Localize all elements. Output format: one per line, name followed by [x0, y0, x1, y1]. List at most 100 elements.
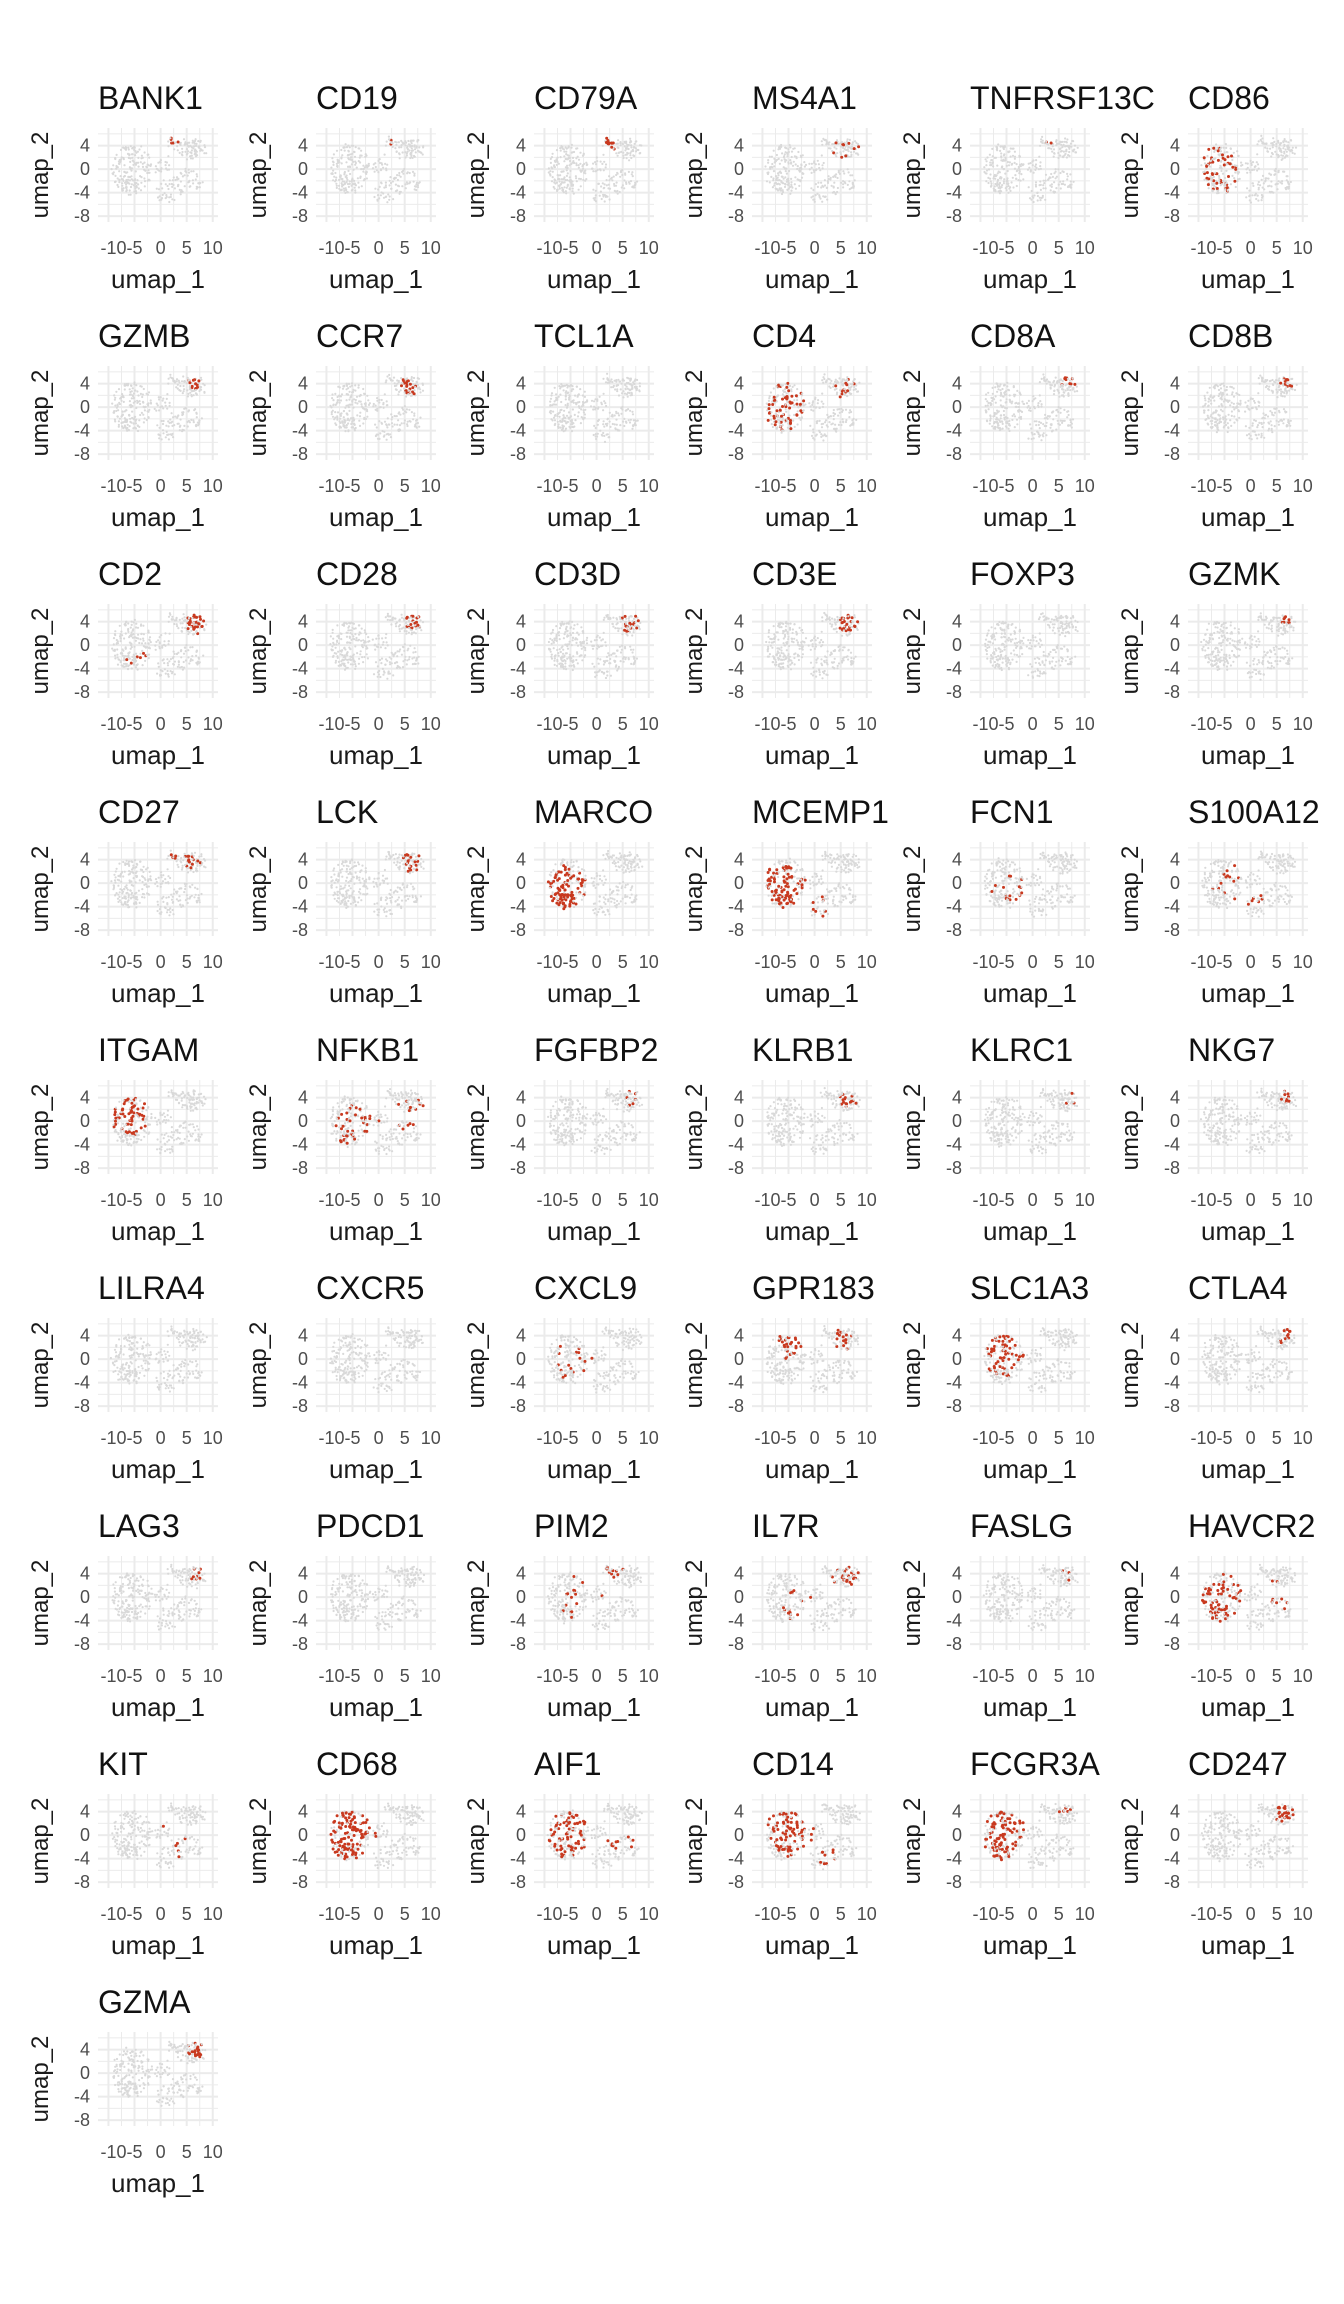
- cell-point: [994, 182, 997, 186]
- cell-point: [1066, 416, 1069, 419]
- cell-point: [563, 176, 566, 179]
- cell-point: [351, 391, 354, 394]
- cell-point: [1027, 186, 1030, 189]
- cell-point: [176, 185, 180, 188]
- cell-point: [141, 400, 145, 403]
- cell-point: [172, 416, 175, 419]
- cell-point: [1211, 182, 1214, 185]
- cell-point: [581, 400, 585, 404]
- cell-point: [552, 410, 555, 413]
- cell-point: [845, 383, 849, 387]
- cell-point: [782, 394, 785, 397]
- y-tick-label: -8: [946, 206, 962, 226]
- cell-point: [840, 407, 843, 410]
- cell-point: [999, 389, 1002, 392]
- cell-point: [1280, 154, 1283, 157]
- cell-point: [993, 414, 996, 418]
- cell-point: [1030, 427, 1033, 430]
- cell-point: [1039, 400, 1042, 403]
- cell-point: [345, 382, 348, 385]
- cell-point: [1257, 180, 1260, 184]
- cell-point: [619, 424, 622, 427]
- cell-point: [786, 183, 789, 186]
- cell-point: [559, 387, 562, 390]
- cell-point: [1064, 145, 1067, 148]
- cell-point: [821, 434, 824, 437]
- cell-point: [1248, 199, 1251, 202]
- cell-point: [1057, 156, 1060, 160]
- cell-point: [615, 418, 618, 421]
- cell-point: [174, 178, 177, 182]
- cell-point: [375, 426, 378, 429]
- cell-point: [995, 145, 998, 148]
- cell-point: [581, 394, 584, 397]
- cell-point: [796, 167, 799, 171]
- cell-point: [1216, 149, 1220, 153]
- cell-point: [1001, 184, 1004, 187]
- cell-point: [1011, 176, 1014, 179]
- cell-point: [1219, 184, 1222, 187]
- cell-point: [338, 386, 341, 389]
- cell-point: [1209, 165, 1212, 168]
- y-tick-label: 4: [80, 136, 90, 156]
- cell-point: [1218, 179, 1221, 182]
- cell-point: [567, 146, 570, 149]
- cell-point: [556, 420, 559, 423]
- cell-point: [416, 377, 419, 380]
- cell-point: [1253, 419, 1256, 422]
- cell-point: [571, 156, 575, 159]
- cell-point: [993, 175, 996, 178]
- cell-point: [857, 153, 860, 156]
- cell-point: [408, 382, 412, 386]
- cell-point: [1207, 404, 1210, 407]
- cell-point: [179, 193, 182, 196]
- cell-point: [139, 638, 142, 641]
- cell-point: [585, 161, 588, 164]
- cell-point: [787, 148, 790, 151]
- cell-point: [1287, 187, 1290, 190]
- cell-point: [401, 151, 404, 154]
- cell-point: [813, 170, 816, 174]
- x-tick-label: 5: [400, 238, 410, 258]
- cell-point: [785, 395, 789, 398]
- cell-point: [1051, 145, 1054, 148]
- cell-point: [1275, 388, 1278, 391]
- cell-point: [1223, 176, 1227, 180]
- cell-point: [393, 423, 396, 426]
- cell-point: [1207, 177, 1211, 181]
- panel-title: CD79A: [534, 80, 638, 116]
- cell-point: [547, 167, 550, 170]
- cell-point: [825, 143, 828, 146]
- cell-point: [625, 147, 628, 150]
- cell-point: [793, 384, 796, 387]
- cell-point: [192, 170, 195, 173]
- cell-point: [394, 140, 397, 143]
- cell-point: [1059, 140, 1062, 143]
- cell-point: [629, 152, 632, 155]
- cell-point: [772, 414, 776, 418]
- cell-point: [346, 393, 349, 396]
- cell-point: [135, 406, 138, 410]
- x-tick-label: 0: [156, 238, 166, 258]
- cell-point: [554, 399, 558, 402]
- cell-point: [837, 171, 840, 174]
- cell-point: [349, 385, 352, 388]
- cell-point: [1235, 164, 1238, 167]
- cell-point: [347, 149, 350, 152]
- cell-point: [818, 419, 821, 422]
- cell-point: [784, 176, 787, 179]
- cell-point: [198, 661, 201, 664]
- cell-point: [1283, 170, 1286, 173]
- cell-point: [141, 649, 144, 652]
- cell-point: [1030, 198, 1033, 201]
- cell-point: [168, 179, 171, 182]
- cell-point: [122, 175, 125, 178]
- cell-point: [1063, 408, 1066, 411]
- cell-point: [169, 193, 173, 196]
- cell-point: [1285, 179, 1288, 182]
- cell-point: [772, 177, 775, 180]
- cell-point: [1029, 407, 1032, 410]
- cell-point: [600, 185, 603, 188]
